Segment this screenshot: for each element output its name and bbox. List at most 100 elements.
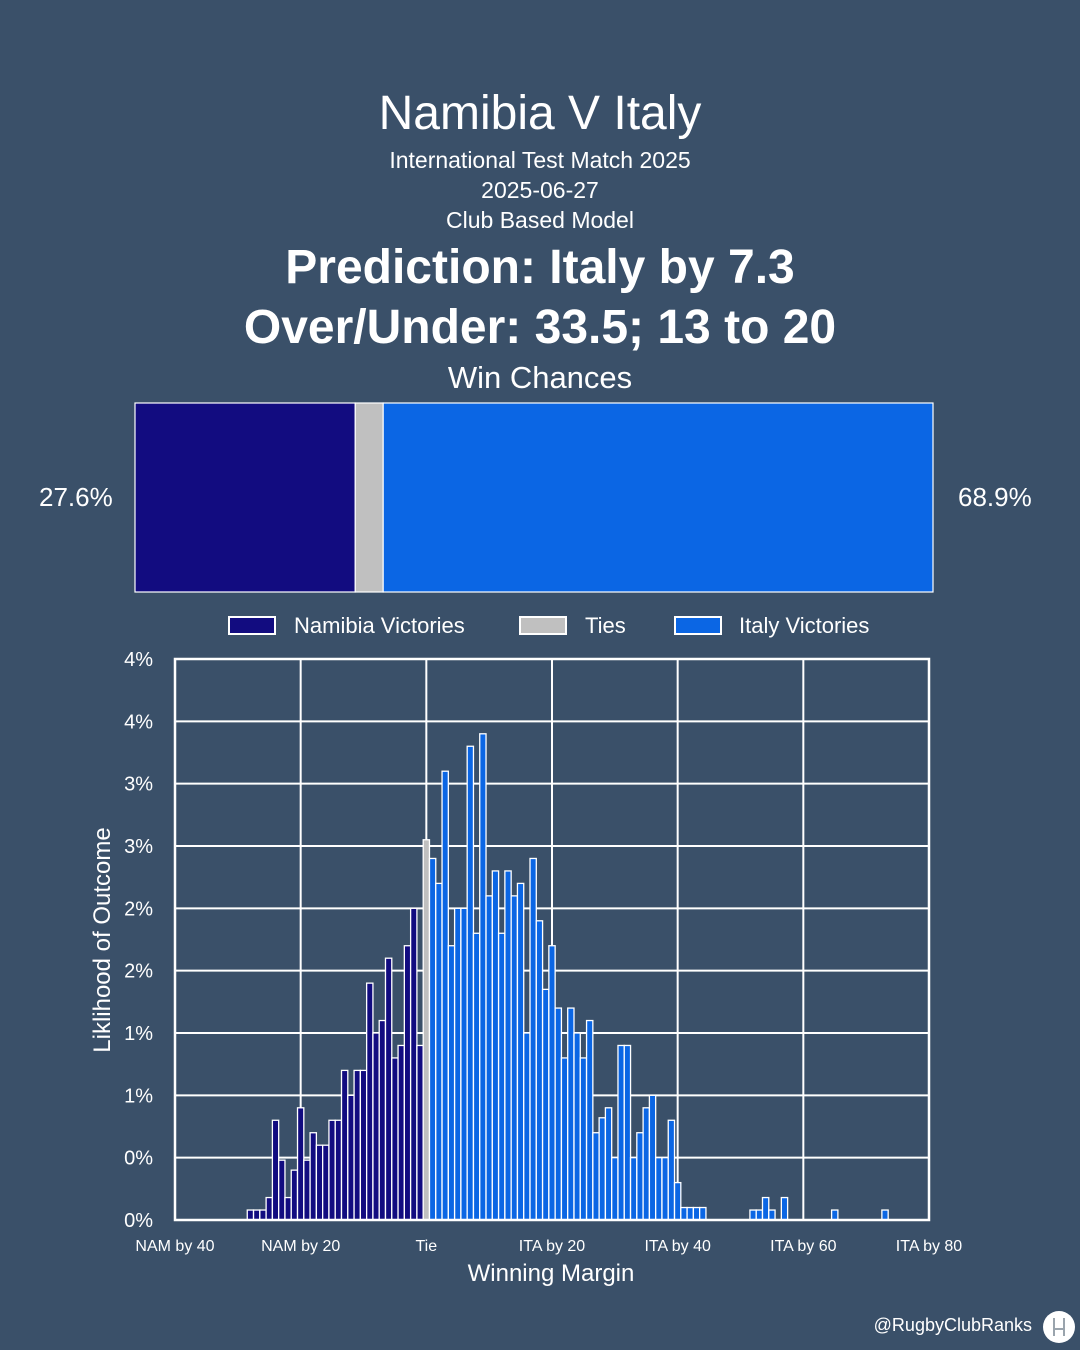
bar-namibia — [246, 1209, 255, 1221]
bar-tie — [422, 839, 431, 1221]
bar-namibia — [309, 1132, 318, 1221]
bar-italy — [636, 1132, 644, 1221]
chart-legend: Namibia Victories Ties Italy Victories — [228, 613, 869, 638]
bar-namibia — [328, 1119, 336, 1221]
bar-italy — [435, 882, 443, 1221]
bar-italy — [830, 1209, 839, 1221]
bar-italy — [761, 1196, 770, 1221]
bar-italy — [541, 988, 550, 1221]
bar-italy — [592, 1132, 600, 1221]
bar-namibia — [290, 1169, 299, 1221]
y-tick-label: 1% — [124, 1085, 153, 1107]
legend-swatch-ties — [519, 616, 567, 635]
bar-italy — [573, 1032, 581, 1221]
legend-swatch-namibia — [228, 616, 276, 635]
plot-frame — [173, 657, 931, 1222]
chart-bars — [246, 733, 889, 1221]
x-tick-label: ITA by 60 — [770, 1238, 837, 1255]
bar-italy — [673, 1181, 682, 1221]
y-axis-label: Liklihood of Outcome — [89, 827, 116, 1052]
bar-namibia — [265, 1196, 274, 1221]
bar-italy — [604, 1107, 613, 1221]
bar-namibia — [384, 957, 393, 1221]
y-tick-label: 4% — [124, 649, 153, 671]
bar-namibia — [391, 1057, 399, 1221]
footer-handle: @RugbyClubRanks — [873, 1315, 1032, 1335]
x-axis-label: Winning Margin — [468, 1260, 635, 1287]
bar-namibia — [296, 1107, 305, 1221]
x-tick-label: ITA by 80 — [896, 1238, 963, 1255]
bar-italy — [686, 1206, 695, 1221]
rugby-posts-icon — [1043, 1311, 1075, 1343]
bar-italy — [667, 1119, 676, 1221]
bar-italy — [479, 733, 487, 1221]
bar-namibia — [271, 1119, 280, 1221]
bar-namibia — [409, 907, 418, 1221]
y-tick-label: 3% — [124, 836, 153, 858]
win-chances-bar — [134, 402, 934, 593]
bar-italy — [699, 1206, 707, 1221]
bar-italy — [460, 907, 468, 1221]
y-tick-label: 2% — [124, 898, 153, 920]
bar-italy — [453, 907, 462, 1221]
bar-italy — [554, 1007, 563, 1221]
bar-italy — [560, 1057, 569, 1221]
bar-namibia — [334, 1119, 343, 1221]
bar-italy — [768, 1209, 776, 1221]
y-tick-label: 3% — [124, 774, 153, 796]
bar-italy — [780, 1196, 789, 1221]
bar-italy — [441, 770, 449, 1221]
y-tick-labels: 0% 0% 1% 1% 2% 2% 3% 3% 4% 4% — [124, 649, 153, 1232]
bar-italy — [598, 1117, 607, 1221]
y-tick-label: 1% — [124, 1023, 153, 1045]
bar-namibia — [278, 1159, 286, 1221]
bar-italy — [655, 1157, 663, 1221]
bar-italy — [447, 945, 456, 1221]
bar-namibia — [397, 1044, 405, 1221]
bar-namibia — [372, 1032, 380, 1221]
bar-italy — [579, 1057, 588, 1221]
bar-italy — [497, 932, 506, 1221]
bar-namibia — [259, 1209, 267, 1221]
bar-namibia — [403, 945, 412, 1221]
y-tick-label: 2% — [124, 961, 153, 983]
prediction-text: Prediction: Italy by 7.3 — [285, 241, 795, 294]
x-tick-labels: NAM by 40 NAM by 20 Tie ITA by 20 ITA by 40 I… — [135, 1238, 962, 1255]
x-tick-label: Tie — [416, 1238, 438, 1255]
bar-italy — [548, 945, 556, 1221]
over-under-text: Over/Under: 33.5; 13 to 20 — [243, 301, 837, 354]
bar-italy — [516, 882, 525, 1221]
bar-italy — [642, 1107, 651, 1221]
model-name: Club Based Model — [446, 207, 634, 233]
y-tick-label: 4% — [124, 711, 153, 733]
bar-italy — [472, 932, 481, 1221]
bar-namibia — [347, 1094, 355, 1221]
x-tick-label: NAM by 20 — [261, 1238, 340, 1255]
bar-italy — [535, 920, 544, 1221]
bar-italy — [629, 1157, 638, 1221]
match-date: 2025-06-27 — [481, 177, 599, 203]
bar-italy — [491, 870, 500, 1221]
italy-win-percent: 68.9% — [958, 482, 1032, 512]
bar-italy — [485, 895, 493, 1221]
y-tick-label: 0% — [124, 1210, 153, 1232]
y-tick-label: 0% — [124, 1148, 153, 1170]
win-chances-title: Win Chances — [447, 360, 633, 395]
x-tick-label: ITA by 20 — [519, 1238, 586, 1255]
bar-italy — [585, 1019, 594, 1221]
bar-italy — [510, 895, 519, 1221]
bar-namibia — [416, 1044, 424, 1221]
bar-namibia — [353, 1069, 362, 1221]
bar-italy — [523, 1032, 531, 1221]
legend-label-namibia: Namibia Victories — [294, 613, 465, 638]
bar-italy — [529, 857, 537, 1221]
bar-namibia — [284, 1196, 292, 1221]
bar-italy — [661, 1157, 669, 1221]
bar-namibia — [359, 1069, 368, 1221]
bar-namibia — [315, 1144, 324, 1221]
bar-namibia — [340, 1069, 349, 1221]
bar-italy — [881, 1209, 889, 1221]
namibia-win-percent: 27.6% — [39, 482, 113, 512]
bar-italy — [466, 745, 475, 1221]
bar-italy — [623, 1044, 632, 1221]
